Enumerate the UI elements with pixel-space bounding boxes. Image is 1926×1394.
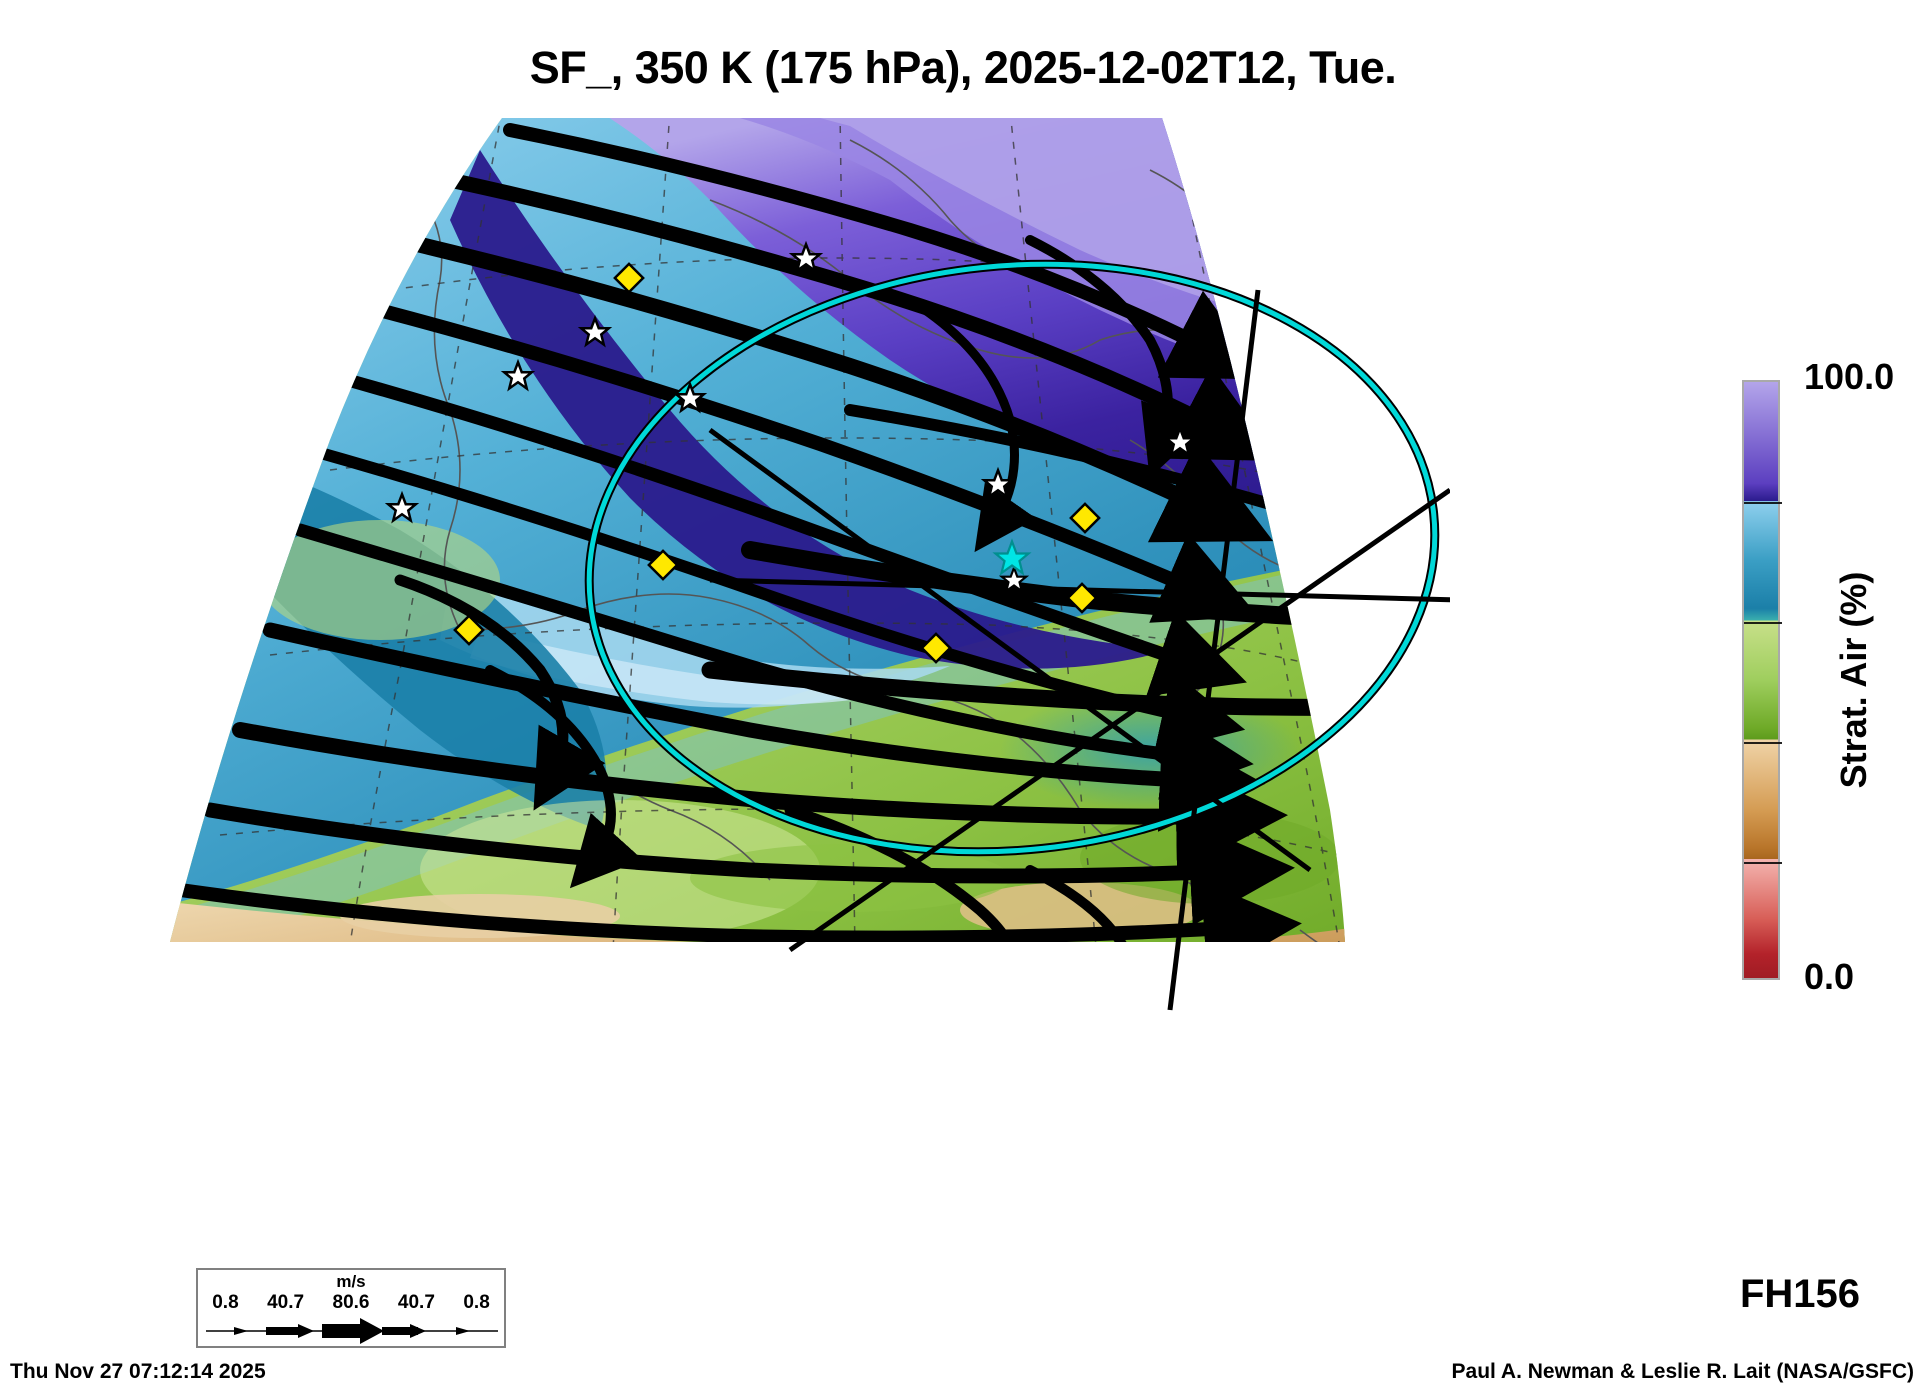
- colorbar-max-label: 100.0: [1804, 356, 1895, 397]
- star-marker[interactable]: [980, 466, 1016, 500]
- star-marker[interactable]: [577, 314, 613, 348]
- star-marker[interactable]: [998, 564, 1030, 594]
- wind-key-value: 80.6: [332, 1292, 370, 1313]
- forecast-hour-label: FH156: [1739, 1272, 1860, 1316]
- diamond-marker[interactable]: [1069, 502, 1101, 534]
- wind-speed-key: m/s 0.8 40.7 80.6 40.7 0.8: [196, 1268, 506, 1348]
- colorbar-gradient[interactable]: [1742, 380, 1782, 980]
- diamond-marker[interactable]: [613, 262, 645, 294]
- flight-circle: [586, 261, 1438, 855]
- colorbar[interactable]: 100.0 0.0 Strat. Air (%): [1742, 356, 1926, 997]
- waypoint-markers: [453, 262, 1101, 664]
- map-canvas[interactable]: [150, 110, 1450, 1030]
- marker-layer[interactable]: [384, 240, 1198, 664]
- wind-arrow-small-right: [456, 1327, 470, 1335]
- colorbar-tick-60: [1744, 622, 1782, 624]
- station-markers: [384, 240, 1198, 594]
- colorbar-axis-title: Strat. Air (%): [1833, 571, 1874, 789]
- flight-leg-1: [1167, 289, 1261, 1011]
- flight-center-star-icon[interactable]: [992, 538, 1032, 576]
- wind-arrow-medium-left: [298, 1324, 314, 1338]
- page-title: SF_, 350 K (175 hPa), 2025-12-02T12, Tue…: [529, 42, 1397, 93]
- flight-circle-overlay: [584, 259, 1440, 857]
- generation-timestamp: Thu Nov 27 07:12:14 2025: [10, 1360, 266, 1383]
- wind-key-arrow-row: [206, 1318, 498, 1344]
- colorbar-tick-80: [1744, 502, 1782, 504]
- wind-key-value: 0.8: [212, 1292, 239, 1313]
- map-field-layer: [170, 118, 1345, 942]
- colorbar-tick-40: [1744, 742, 1782, 744]
- author-credits: Paul A. Newman & Leslie R. Lait (NASA/GS…: [1451, 1360, 1914, 1383]
- star-marker[interactable]: [1162, 424, 1198, 458]
- flight-leg-4: [708, 427, 1312, 873]
- diamond-marker[interactable]: [920, 632, 952, 664]
- wind-key-arrows-group: [234, 1318, 470, 1344]
- star-marker[interactable]: [500, 358, 536, 392]
- diamond-marker[interactable]: [453, 614, 485, 646]
- colorbar-min-label: 0.0: [1804, 956, 1855, 997]
- star-marker[interactable]: [672, 380, 708, 414]
- flight-leg-2: [788, 487, 1450, 953]
- wind-key-value-row: 0.8 40.7 80.6 40.7 0.8: [198, 1292, 504, 1314]
- wind-key-value: 40.7: [267, 1292, 305, 1313]
- diamond-marker[interactable]: [1066, 582, 1098, 614]
- wind-arrow-large-center: [360, 1318, 384, 1344]
- wind-arrow-medium-right: [410, 1324, 426, 1338]
- map-plot-area[interactable]: [150, 110, 1450, 1030]
- colorbar-tick-20: [1744, 862, 1782, 864]
- wind-key-units-label: m/s: [336, 1272, 366, 1291]
- wind-arrow-small-left: [234, 1327, 248, 1335]
- field-patch-green-se: [1080, 812, 1340, 904]
- star-marker[interactable]: [384, 490, 420, 524]
- wind-key-value: 0.8: [463, 1292, 490, 1313]
- wind-key-value: 40.7: [397, 1292, 435, 1313]
- field-patch-green-west: [260, 520, 500, 640]
- diamond-marker[interactable]: [647, 549, 679, 581]
- star-marker[interactable]: [788, 240, 824, 274]
